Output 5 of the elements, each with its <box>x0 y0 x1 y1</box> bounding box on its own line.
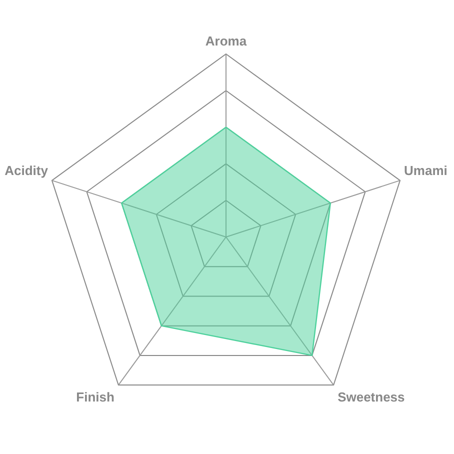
spoke-label: Umami <box>404 162 448 178</box>
spoke-label: Sweetness <box>338 389 405 404</box>
spoke-label: Acidity <box>4 162 49 178</box>
spoke-label: Aroma <box>205 33 248 48</box>
spoke-label: Finish <box>76 389 114 404</box>
